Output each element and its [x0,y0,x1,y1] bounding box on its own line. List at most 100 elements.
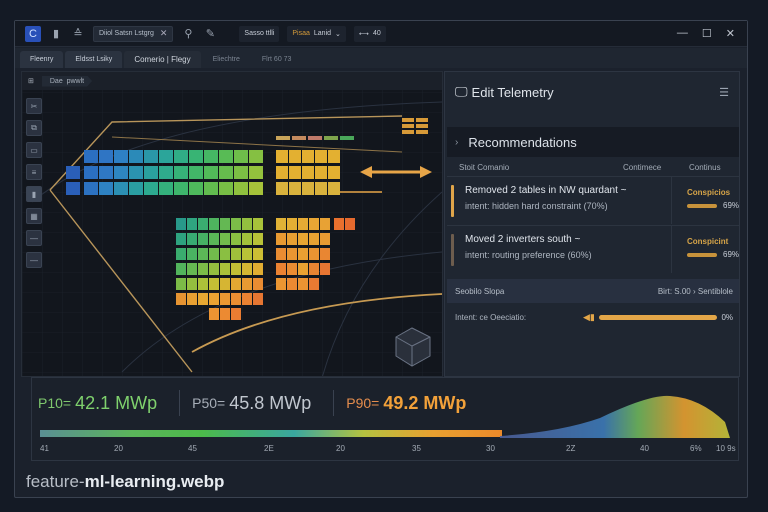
percentile-row: P10= 42.1 MWp P50= 45.8 MWp P90= 49.2 MW… [38,390,500,416]
mode-label: Pisaa [292,30,310,37]
monitor-icon: 🖵 [455,84,468,99]
minimize-icon[interactable]: — [676,27,688,39]
edit-telemetry-panel: 🖵 Edit Telemetry ☰ › Recommendations Sto… [444,71,740,377]
list-icon[interactable]: ≡ [26,164,42,180]
tab-2[interactable]: Eldsst Lsiky [65,51,123,68]
zoom-value: 40 [372,30,381,37]
p90-value: 49.2 MWp [383,392,467,413]
layers-icon[interactable]: ⧉ [26,120,42,136]
row-title: Moved 2 inverters south ~ [465,234,581,245]
tick-label: 20 [336,444,345,453]
priority-bar [451,185,454,217]
sensitivity-label: Seobilo Slopa [455,286,505,296]
status-chip-label: Sasso ttlli [244,30,275,37]
column-header[interactable]: Contimece [623,162,662,172]
axis-ticks: 41 20 45 2E 20 35 30 2Z 40 6% 10 9s [40,444,740,456]
p10-value: 42.1 MWp [75,392,158,413]
tab-4[interactable]: Eliechtre [212,56,240,63]
intent-decay-value: 0% [721,313,733,322]
panel-title: 🖵 Edit Telemetry [455,84,554,100]
sensitivity-values: Birt: S.00 › Sentiblole [657,286,733,296]
column-header[interactable]: Stoit Comanio [459,162,510,172]
filter-icon[interactable]: ☰ [719,87,729,99]
divider [671,226,672,273]
tick-label: 35 [412,444,421,453]
filename-main: ml-learning.webp [84,472,225,491]
intent-decay-label: Intent: ce Oeeciatio: [455,313,527,322]
maximize-icon[interactable]: ☐ [701,28,712,40]
tab-3[interactable]: Comerio | Flegy [124,51,201,68]
zoom-control[interactable]: ⟷ 40 [353,25,386,42]
priority-bar [451,234,454,266]
close-icon[interactable]: ✕ [159,28,168,38]
mode-value: Lanid [313,30,332,37]
search-field[interactable]: Diiol Satsn Lstgrg ✕ [93,25,174,42]
tab-5[interactable]: Flrt 60 73 [261,56,292,63]
intent-decay-row: Intent: ce Oeeciatio: ◀▮ 0% [447,304,739,330]
column-header[interactable]: Continus [689,162,721,172]
layers-icon[interactable]: ⊞ [28,78,34,85]
column-headers: Stoit Comanio Contimece Continus [447,158,739,176]
tick-label: 6% [690,444,702,453]
confidence-bar [687,204,717,208]
chevron-down-icon: ⌄ [335,30,341,38]
minus-icon[interactable]: — [26,230,42,246]
recommendation-row[interactable]: Removed 2 tables in NW quardant ~ intent… [447,176,739,224]
recommendations-section[interactable]: › Recommendations [447,127,739,157]
search-field-value: Diiol Satsn Lstgrg [99,30,154,37]
row-intent: intent: hidden hard constraint (70%) [465,201,608,211]
map-header: ⊞ Dae pwwlt [22,72,442,90]
filename-caption: feature-ml-learning.webp [26,472,224,492]
p50-value: 45.8 MWp [229,392,312,413]
tab-bar: Fleenry Eldsst Lsiky Comerio | Flegy Eli… [15,48,747,68]
app-logo-icon: C [25,25,41,42]
p90-stat: P90= 49.2 MWp [346,390,488,416]
status-badge: Conspicios [687,188,731,197]
row-intent: intent: routing preference (60%) [465,250,592,260]
pin-icon[interactable]: ⚲ [184,28,193,40]
bar-icon[interactable]: ▮ [26,186,42,202]
breadcrumb-item: Dae [49,77,63,85]
tick-label: 10 9s [716,444,736,453]
chevron-right-icon: › [455,136,459,148]
tick-label: 41 [40,444,49,453]
status-chip[interactable]: Sasso ttlli [239,25,280,42]
app-window: C ▮ ≙ Diiol Satsn Lstgrg ✕ ⚲ ✎ Sasso ttl… [14,20,748,498]
tick-label: 30 [486,444,495,453]
arrow-icon: ⟷ [358,30,369,38]
panel-icon[interactable]: ▭ [26,142,42,158]
sensitivity-mode: Sentiblole [697,286,733,296]
tick-label: 45 [188,444,197,453]
p10-label: P10= [38,395,72,411]
status-badge: Conspicint [687,237,729,246]
title-bar: C ▮ ≙ Diiol Satsn Lstgrg ✕ ⚲ ✎ Sasso ttl… [15,21,747,47]
tick-label: 20 [114,444,123,453]
breadcrumb-item: pwwlt [66,77,85,85]
volume-icon: ◀▮ [583,312,595,322]
tick-label: 2Z [566,444,576,453]
tab-1[interactable]: Fleenry [20,51,64,68]
confidence-bar [687,253,717,257]
tick-label: 2E [264,444,274,453]
panel-title-text: Edit Telemetry [471,84,554,100]
grid-icon[interactable]: ▦ [26,208,42,224]
confidence-value: 69% [723,250,740,259]
document-icon[interactable]: ▮ [52,28,60,40]
mode-dropdown[interactable]: Pisaa Lanid ⌄ [287,25,346,42]
recommendation-row[interactable]: Moved 2 inverters south ~ intent: routin… [447,225,739,273]
minus-icon[interactable]: — [26,252,42,268]
filter-icon[interactable]: ≙ [73,28,83,40]
edit-icon[interactable]: ✎ [205,28,216,40]
close-window-icon[interactable]: ✕ [725,28,735,40]
window-controls: — ☐ ✕ [677,27,735,40]
map-toolbar: ✂ ⧉ ▭ ≡ ▮ ▦ — — [26,98,44,268]
capacity-summary: P10= 42.1 MWp P50= 45.8 MWp P90= 49.2 MW… [31,377,739,461]
section-label: Recommendations [468,134,577,150]
map-layer [22,72,442,376]
intent-decay-slider[interactable] [599,315,717,320]
sensitivity-row[interactable]: Seobilo Slopa Birt: S.00 › Sentiblole [447,279,739,303]
breadcrumb[interactable]: Dae pwwlt [41,75,93,87]
site-map-canvas[interactable]: ⊞ Dae pwwlt ✂ ⧉ ▭ ≡ ▮ ▦ — — [21,71,443,377]
p50-label: P50= [192,395,226,411]
scissors-icon[interactable]: ✂ [26,98,42,114]
